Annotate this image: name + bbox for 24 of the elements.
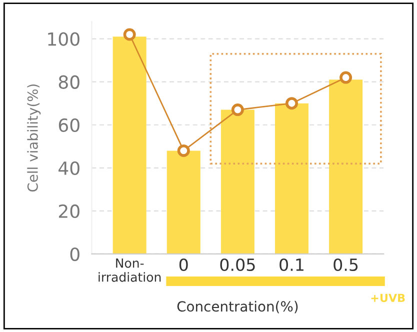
text: +UVB (371, 294, 405, 302)
x-axis-title: Concentration(%) (177, 300, 298, 314)
y-tick-label: 100 (48, 32, 80, 46)
point (123, 28, 136, 41)
x-tick-label: 0 (179, 258, 188, 272)
point (285, 97, 298, 110)
y-tick-label: 0 (70, 247, 80, 262)
y-tick-label: 80 (58, 75, 80, 89)
point (177, 144, 190, 157)
bar (166, 150, 200, 254)
x-tick-label: Non- irradiation (98, 258, 161, 282)
x-tick-label: 0.05 (220, 258, 255, 272)
bar (329, 80, 363, 254)
y-tick-label: 40 (58, 161, 80, 176)
bar (220, 110, 254, 254)
y-tick-label: 20 (58, 204, 80, 218)
y-tick-label: 60 (58, 118, 80, 132)
x-tick-label: 0.5 (334, 258, 358, 272)
bar (112, 36, 146, 254)
x-tick-label: 0.1 (280, 258, 304, 272)
point (231, 104, 244, 116)
bar (274, 103, 309, 254)
y-axis-title: Cell viability(%) (27, 84, 41, 192)
point (340, 71, 352, 84)
